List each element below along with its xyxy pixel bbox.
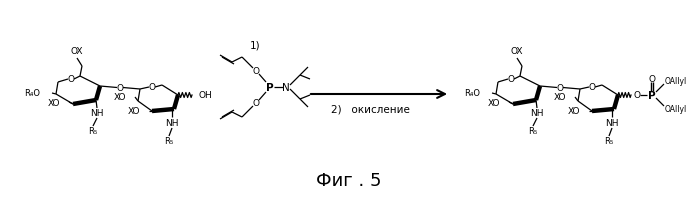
Text: P: P [266, 83, 274, 93]
Text: NH: NH [90, 109, 104, 118]
Text: OX: OX [70, 47, 83, 56]
Text: O: O [117, 84, 124, 93]
Text: Фиг . 5: Фиг . 5 [316, 171, 382, 189]
Text: XO: XO [554, 92, 566, 101]
Text: R₅: R₅ [164, 137, 174, 146]
Text: O: O [253, 99, 260, 108]
Text: XO: XO [487, 98, 500, 107]
Text: O: O [68, 75, 75, 84]
Text: N: N [282, 83, 290, 93]
Text: R₄O: R₄O [24, 89, 40, 98]
Text: O: O [253, 67, 260, 76]
Text: XO: XO [128, 107, 140, 116]
Text: NH: NH [605, 119, 618, 128]
Text: OH: OH [198, 91, 211, 100]
Text: NH: NH [530, 109, 544, 118]
Text: OX: OX [511, 47, 524, 56]
Text: XO: XO [114, 92, 126, 101]
Text: O: O [556, 84, 563, 93]
Text: O: O [634, 91, 641, 100]
Text: 1): 1) [250, 41, 260, 51]
Text: P: P [648, 90, 656, 101]
Text: R₅: R₅ [604, 137, 614, 146]
Text: OAllyl: OAllyl [665, 105, 688, 114]
Text: 2)   окисление: 2) окисление [331, 104, 410, 115]
Text: NH: NH [165, 119, 179, 128]
Text: O: O [149, 83, 156, 92]
Text: R₅: R₅ [528, 127, 537, 136]
Text: O: O [507, 75, 514, 84]
Text: R₅: R₅ [89, 127, 98, 136]
Text: R₄O: R₄O [464, 89, 480, 98]
Text: O: O [588, 83, 595, 92]
Text: OAllyl: OAllyl [665, 77, 688, 86]
Text: XO: XO [567, 107, 580, 116]
Text: O: O [648, 74, 655, 83]
Text: XO: XO [47, 98, 60, 107]
